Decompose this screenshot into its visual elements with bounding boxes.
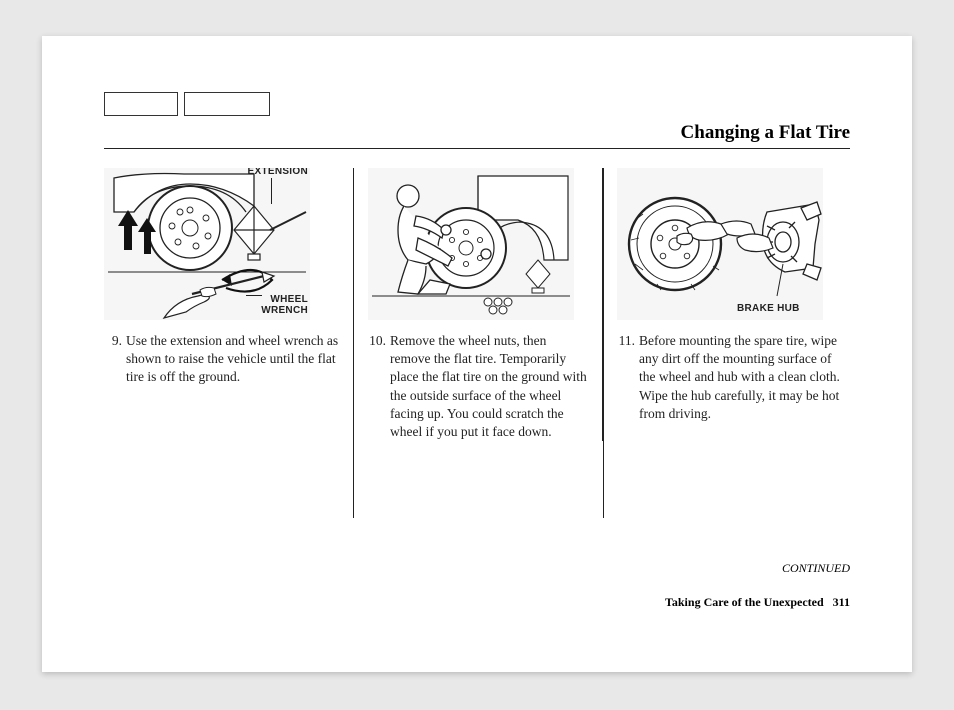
column-divider-1 xyxy=(353,168,354,518)
footer-page-number: 311 xyxy=(833,595,850,609)
step-11: 11. Before mounting the spare tire, wipe… xyxy=(617,332,851,423)
label-wheel-wrench-text: WHEEL WRENCH xyxy=(261,294,308,316)
step-11-text: Before mounting the spare tire, wipe any… xyxy=(639,332,851,423)
figure-step-9: EXTENSION WHEEL WRENCH xyxy=(104,168,310,320)
figure-step-11: BRAKE HUB xyxy=(617,168,823,320)
label-wheel-wrench: WHEEL WRENCH xyxy=(261,294,308,316)
label-extension: EXTENSION xyxy=(248,168,309,177)
step-10: 10. Remove the wheel nuts, then remove t… xyxy=(368,332,588,441)
step-11-number: 11. xyxy=(617,332,639,423)
illustration-wipe-hub xyxy=(617,168,823,320)
manual-page: Changing a Flat Tire xyxy=(42,36,912,672)
step-10-text: Remove the wheel nuts, then remove the f… xyxy=(390,332,588,441)
content-columns: EXTENSION WHEEL WRENCH 9. Use the extens… xyxy=(104,168,852,441)
step-9: 9. Use the extension and wheel wrench as… xyxy=(104,332,339,387)
step-9-text: Use the extension and wheel wrench as sh… xyxy=(126,332,339,387)
leader-wrench xyxy=(246,295,262,296)
title-rule xyxy=(104,148,850,149)
footer-section: Taking Care of the Unexpected xyxy=(665,595,824,609)
step-10-number: 10. xyxy=(368,332,390,441)
column-3: BRAKE HUB 11. Before mounting the spare … xyxy=(602,168,851,441)
column-divider-2 xyxy=(603,168,604,518)
leader-extension xyxy=(271,178,272,204)
illustration-remove-tire xyxy=(368,168,574,320)
column-2: 10. Remove the wheel nuts, then remove t… xyxy=(353,168,602,441)
label-brake-hub: BRAKE HUB xyxy=(737,303,800,314)
header-button-row xyxy=(104,92,270,116)
page-title: Changing a Flat Tire xyxy=(681,122,850,144)
header-box-2 xyxy=(184,92,270,116)
continued-label: CONTINUED xyxy=(782,561,850,576)
column-1: EXTENSION WHEEL WRENCH 9. Use the extens… xyxy=(104,168,353,441)
page-footer: Taking Care of the Unexpected 311 xyxy=(665,595,850,610)
header-box-1 xyxy=(104,92,178,116)
step-9-number: 9. xyxy=(104,332,126,387)
figure-step-10 xyxy=(368,168,574,320)
